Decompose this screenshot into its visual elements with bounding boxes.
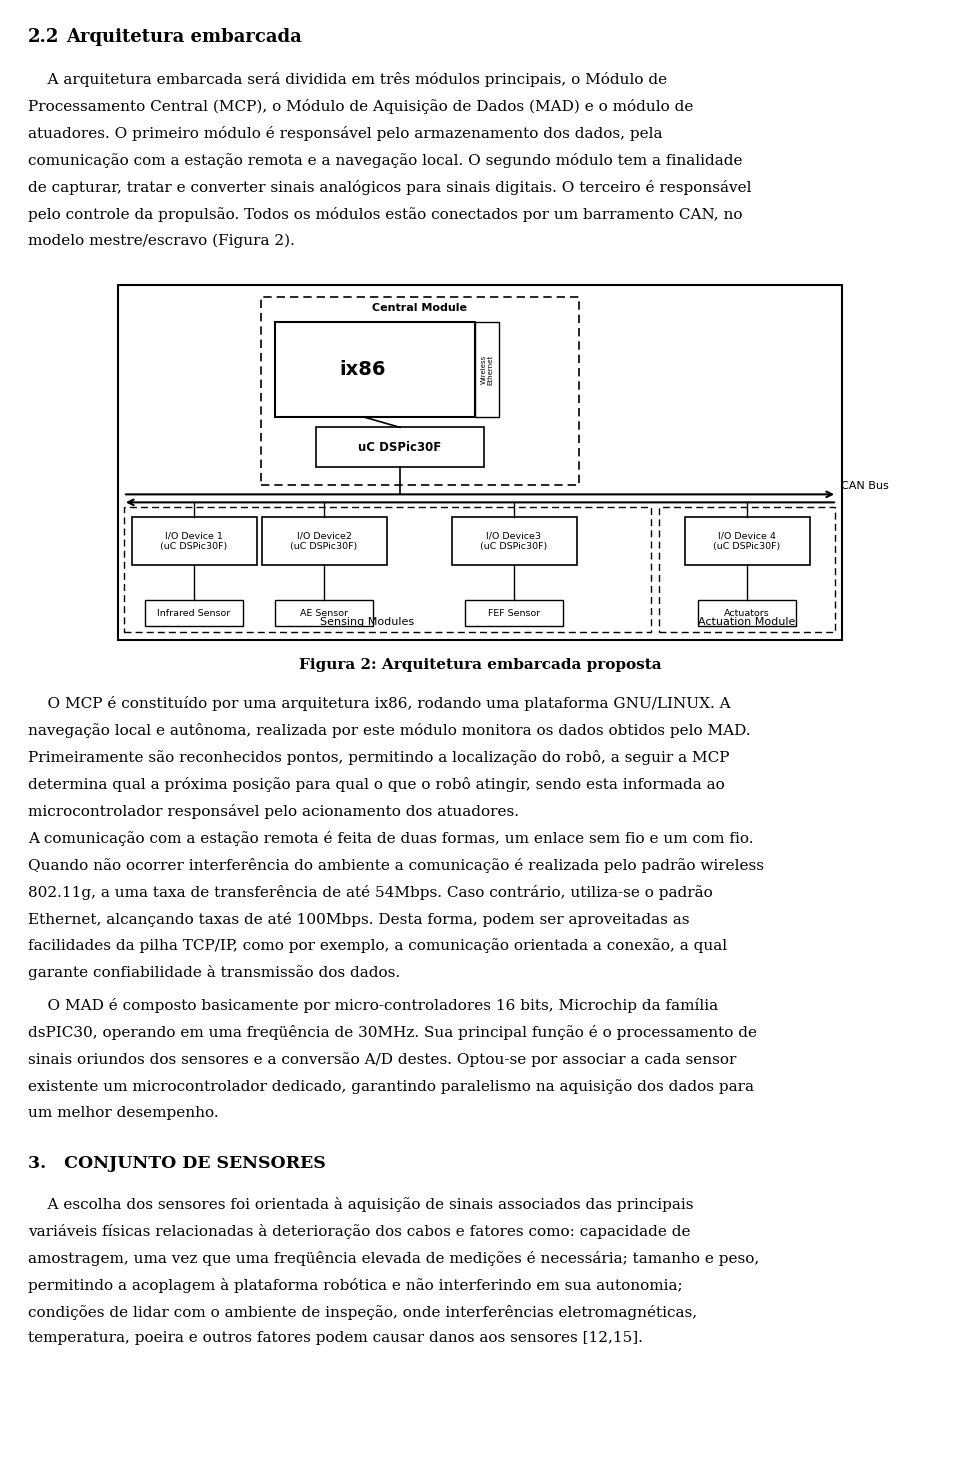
Text: existente um microcontrolador dedicado, garantindo paralelismo na aquisição dos : existente um microcontrolador dedicado, …: [28, 1079, 754, 1094]
Text: Processamento Central (MCP), o Módulo de Aquisição de Dados (MAD) e o módulo de: Processamento Central (MCP), o Módulo de…: [28, 100, 693, 114]
Text: Central Module: Central Module: [372, 303, 468, 313]
Text: CAN Bus: CAN Bus: [841, 482, 889, 492]
Text: A comunicação com a estação remota é feita de duas formas, um enlace sem fio e u: A comunicação com a estação remota é fei…: [28, 832, 754, 846]
Text: pelo controle da propulsão. Todos os módulos estão conectados por um barramento : pelo controle da propulsão. Todos os mód…: [28, 206, 742, 221]
Text: Sensing Modules: Sensing Modules: [321, 618, 415, 628]
Text: A escolha dos sensores foi orientada à aquisição de sinais associados das princi: A escolha dos sensores foi orientada à a…: [28, 1198, 693, 1212]
Text: dsPIC30, operando em uma freqüência de 30MHz. Sua principal função é o processam: dsPIC30, operando em uma freqüência de 3…: [28, 1025, 757, 1041]
Bar: [261, 297, 579, 486]
Text: FEF Sensor: FEF Sensor: [488, 609, 540, 618]
Text: Primeiramente são reconhecidos pontos, permitindo a localização do robô, a segui: Primeiramente são reconhecidos pontos, p…: [28, 750, 730, 766]
Bar: [275, 600, 373, 627]
Bar: [145, 600, 243, 627]
Text: ix86: ix86: [340, 360, 386, 379]
Text: variáveis físicas relacionadas à deterioração dos cabos e fatores como: capacida: variáveis físicas relacionadas à deterio…: [28, 1224, 690, 1239]
Text: AE Sensor: AE Sensor: [300, 609, 348, 618]
Bar: [698, 600, 796, 627]
Text: A arquitetura embarcada será dividida em três módulos principais, o Módulo de: A arquitetura embarcada será dividida em…: [28, 72, 667, 86]
Text: facilidades da pilha TCP/IP, como por exemplo, a comunicação orientada a conexão: facilidades da pilha TCP/IP, como por ex…: [28, 938, 727, 953]
Text: I/O Device3
(uC DSPic30F): I/O Device3 (uC DSPic30F): [480, 531, 547, 550]
Text: uC DSPic30F: uC DSPic30F: [358, 441, 442, 454]
Text: amostragem, uma vez que uma freqüência elevada de medições é necessária; tamanho: amostragem, uma vez que uma freqüência e…: [28, 1250, 759, 1266]
Text: Arquitetura embarcada: Arquitetura embarcada: [66, 28, 301, 45]
Text: O MCP é constituído por uma arquitetura ix86, rodando uma plataforma GNU/LINUX. : O MCP é constituído por uma arquitetura …: [28, 697, 731, 712]
Text: determina qual a próxima posição para qual o que o robô atingir, sendo esta info: determina qual a próxima posição para qu…: [28, 777, 725, 792]
Text: 2.2: 2.2: [28, 28, 60, 45]
Bar: [684, 517, 809, 565]
Bar: [475, 322, 499, 417]
Text: de capturar, tratar e converter sinais analógicos para sinais digitais. O tercei: de capturar, tratar e converter sinais a…: [28, 180, 752, 195]
Text: condições de lidar com o ambiente de inspeção, onde interferências eletromagnéti: condições de lidar com o ambiente de ins…: [28, 1304, 697, 1319]
Text: permitindo a acoplagem à plataforma robótica e não interferindo em sua autonomia: permitindo a acoplagem à plataforma robó…: [28, 1278, 683, 1293]
Text: atuadores. O primeiro módulo é responsável pelo armazenamento dos dados, pela: atuadores. O primeiro módulo é responsáv…: [28, 126, 662, 141]
Bar: [465, 600, 563, 627]
Text: Actuators: Actuators: [724, 609, 770, 618]
Text: Ethernet, alcançando taxas de até 100Mbps. Desta forma, podem ser aproveitadas a: Ethernet, alcançando taxas de até 100Mbp…: [28, 912, 689, 927]
Text: I/O Device2
(uC DSPic30F): I/O Device2 (uC DSPic30F): [290, 531, 358, 550]
Text: microcontrolador responsável pelo acionamento dos atuadores.: microcontrolador responsável pelo aciona…: [28, 804, 519, 818]
Text: 802.11g, a uma taxa de transferência de até 54Mbps. Caso contrário, utiliza-se o: 802.11g, a uma taxa de transferência de …: [28, 884, 712, 900]
Bar: [118, 285, 842, 640]
Text: temperatura, poeira e outros fatores podem causar danos aos sensores [12,15].: temperatura, poeira e outros fatores pod…: [28, 1331, 643, 1345]
Text: um melhor desempenho.: um melhor desempenho.: [28, 1105, 219, 1120]
Bar: [275, 322, 475, 417]
Text: garante confiabilidade à transmissão dos dados.: garante confiabilidade à transmissão dos…: [28, 965, 400, 981]
Text: 3.   CONJUNTO DE SENSORES: 3. CONJUNTO DE SENSORES: [28, 1155, 325, 1171]
Text: Figura 2: Arquitetura embarcada proposta: Figura 2: Arquitetura embarcada proposta: [299, 659, 661, 672]
Text: sinais oriundos dos sensores e a conversão A/D destes. Optou-se por associar a c: sinais oriundos dos sensores e a convers…: [28, 1053, 736, 1067]
Text: Quando não ocorrer interferência do ambiente a comunicação é realizada pelo padr: Quando não ocorrer interferência do ambi…: [28, 858, 764, 873]
Text: Wireless
Ethernet: Wireless Ethernet: [481, 354, 493, 385]
Text: I/O Device 4
(uC DSPic30F): I/O Device 4 (uC DSPic30F): [713, 531, 780, 550]
Bar: [124, 508, 651, 632]
Bar: [316, 427, 484, 467]
Bar: [451, 517, 577, 565]
Bar: [132, 517, 256, 565]
Text: Infrared Sensor: Infrared Sensor: [157, 609, 230, 618]
Text: I/O Device 1
(uC DSPic30F): I/O Device 1 (uC DSPic30F): [160, 531, 228, 550]
Bar: [659, 508, 835, 632]
Bar: [261, 517, 387, 565]
Text: comunicação com a estação remota e a navegação local. O segundo módulo tem a fin: comunicação com a estação remota e a nav…: [28, 152, 742, 168]
Text: modelo mestre/escravo (Figura 2).: modelo mestre/escravo (Figura 2).: [28, 233, 295, 247]
Text: O MAD é composto basicamente por micro-controladores 16 bits, Microchip da famíl: O MAD é composto basicamente por micro-c…: [28, 998, 718, 1013]
Text: navegação local e autônoma, realizada por este módulo monitora os dados obtidos : navegação local e autônoma, realizada po…: [28, 723, 751, 738]
Text: Actuation Module: Actuation Module: [698, 618, 796, 628]
